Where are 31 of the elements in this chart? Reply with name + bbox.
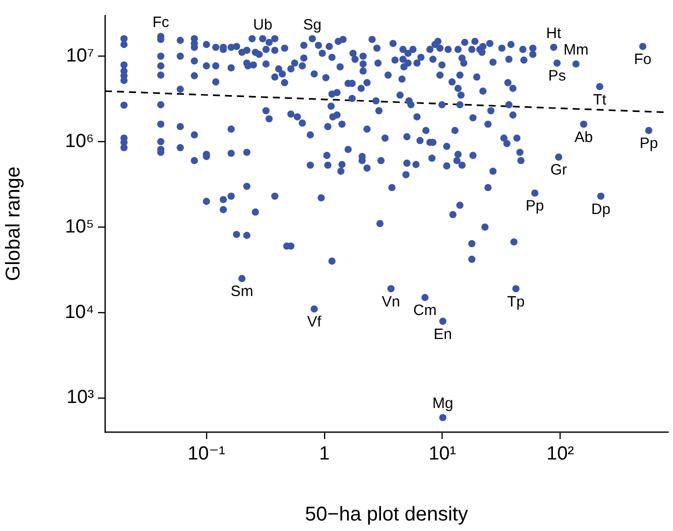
x-tick-label: 10⁻¹	[188, 444, 226, 465]
annotation: Sm	[230, 283, 254, 300]
y-axis-title: Global range	[2, 166, 25, 281]
y-tick-label: 10⁶	[65, 130, 94, 152]
y-tick-label: 10⁴	[64, 302, 94, 323]
annotation: Sg	[303, 16, 322, 34]
annotation: Fo	[634, 51, 652, 68]
annotation: Ub	[253, 16, 272, 34]
y-tick-label: 10⁷	[66, 45, 94, 66]
annotation: Tt	[593, 91, 608, 108]
annotation: Gr	[550, 162, 568, 179]
annotation: Fc	[152, 14, 170, 32]
annotation: Ht	[546, 24, 562, 42]
annotation: Vn	[382, 293, 400, 310]
annotation: Vf	[307, 314, 322, 331]
annotation: Cm	[413, 302, 437, 320]
y-tick-label: 10³	[66, 387, 94, 408]
annotation: Dp	[591, 200, 610, 218]
annotation: Ab	[574, 128, 593, 146]
annotation: Mg	[432, 395, 454, 412]
annotation: Pp	[640, 135, 658, 152]
x-tick-label: 1	[319, 444, 330, 465]
x-tick-label: 10²	[546, 444, 574, 465]
annotation: Tp	[507, 293, 525, 310]
annotation: En	[434, 326, 452, 343]
x-tick-label: 10¹	[428, 444, 456, 465]
x-axis-title: 50−ha plot density	[305, 504, 468, 526]
annotation: Mm	[563, 42, 588, 59]
annotation: Ps	[548, 68, 566, 85]
y-tick-label: 10⁵	[64, 216, 94, 238]
annotation: Pp	[526, 198, 544, 215]
